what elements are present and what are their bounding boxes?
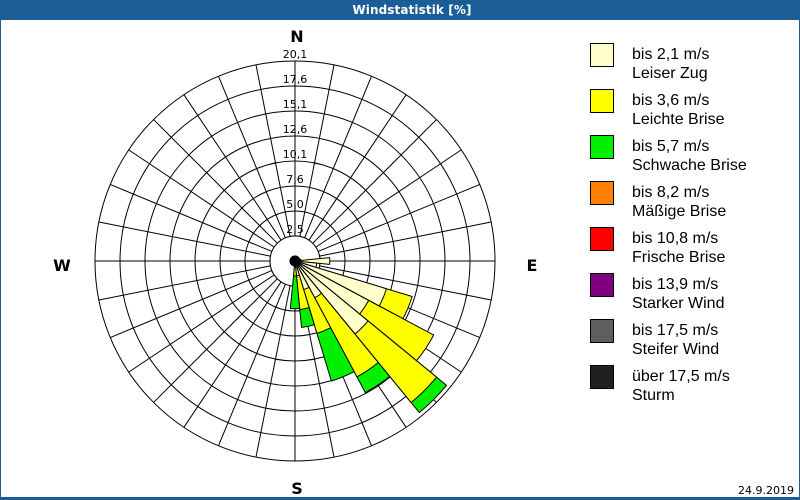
wind-bar-segment (294, 257, 331, 265)
legend-item: bis 8,2 m/s Mäßige Brise (590, 181, 790, 227)
compass-west-label: W (53, 256, 71, 275)
legend-range: bis 10,8 m/s (632, 230, 719, 247)
wind-rose-bars (289, 255, 448, 414)
wind-bar-segment (289, 260, 301, 310)
grid-spoke (153, 119, 278, 244)
legend-item: bis 13,9 m/s Starker Wind (590, 273, 790, 319)
legend-range: über 17,5 m/s (632, 368, 730, 385)
title-bar: Windstatistik [%] (1, 1, 799, 20)
legend-item: bis 10,8 m/s Frische Brise (590, 227, 790, 273)
compass-north-label: N (290, 27, 304, 46)
legend-item: bis 17,5 m/s Steifer Wind (590, 319, 790, 365)
legend-item: über 17,5 m/s Sturm (590, 365, 790, 411)
legend-swatch (590, 319, 614, 343)
wind-bar-segment (293, 255, 296, 262)
grid-spoke (110, 270, 273, 338)
grid-spoke (218, 76, 286, 239)
compass-south-label: S (291, 479, 303, 498)
legend-label: Sturm (632, 387, 675, 404)
grid-spoke (128, 149, 275, 248)
grid-spoke (218, 283, 286, 446)
grid-spoke (255, 64, 291, 237)
legend-label: Mäßige Brise (632, 203, 727, 220)
legend-swatch (590, 365, 614, 389)
radial-tick-label: 7,6 (286, 173, 304, 186)
grid-spoke (183, 281, 282, 428)
wind-bar-segment (293, 260, 297, 277)
grid-spoke (308, 94, 407, 241)
legend-range: bis 2,1 m/s (632, 46, 710, 63)
bottom-border (1, 497, 799, 499)
statistics-date: 24.9.2019 (738, 484, 794, 497)
legend-swatch (590, 273, 614, 297)
legend-swatch (590, 89, 614, 113)
legend-range: bis 17,5 m/s (632, 322, 719, 339)
legend-range: bis 3,6 m/s (632, 92, 710, 109)
radial-tick-label: 17,6 (283, 73, 308, 86)
grid-spoke (98, 221, 271, 257)
grid-spoke (304, 76, 372, 239)
grid-spoke (317, 184, 480, 252)
radial-tick-label: 12,6 (283, 123, 308, 136)
grid-spoke (319, 221, 492, 257)
legend-range: bis 5,7 m/s (632, 138, 710, 155)
legend-swatch (590, 135, 614, 159)
legend-label: Schwache Brise (632, 157, 747, 174)
legend-label: Leichte Brise (632, 111, 725, 128)
radial-tick-labels: 2,5 5,0 7,6 10,1 12,6 15,1 17,6 20,1 (283, 48, 308, 236)
radial-tick-label: 10,1 (283, 148, 308, 161)
compass-east-label: E (526, 256, 538, 275)
radial-tick-label: 20,1 (283, 48, 308, 61)
window-title: Windstatistik [%] (352, 3, 472, 17)
radial-tick-label: 15,1 (283, 98, 308, 111)
radial-tick-label: 5,0 (286, 198, 304, 211)
legend-item: bis 3,6 m/s Leichte Brise (590, 89, 790, 135)
grid-spoke (110, 184, 273, 252)
grid-spoke (255, 285, 291, 458)
legend-swatch (590, 181, 614, 205)
grid-spoke (183, 94, 282, 241)
grid-spoke (312, 119, 437, 244)
legend-swatch (590, 227, 614, 251)
legend-item: bis 2,1 m/s Leiser Zug (590, 43, 790, 89)
grid-spoke (128, 274, 275, 373)
legend-label: Frische Brise (632, 249, 726, 266)
grid-spoke (153, 278, 278, 403)
legend-label: Leiser Zug (632, 65, 708, 82)
legend-label: Steifer Wind (632, 341, 720, 358)
legend-label: Starker Wind (632, 295, 725, 312)
grid-spoke (98, 265, 271, 301)
grid-spoke (315, 149, 462, 248)
radial-tick-label: 2,5 (286, 223, 304, 236)
legend-item: bis 5,7 m/s Schwache Brise (590, 135, 790, 181)
grid-spoke (299, 64, 335, 237)
legend-range: bis 13,9 m/s (632, 276, 719, 293)
grid-spoke (319, 265, 492, 301)
legend-swatch (590, 43, 614, 67)
legend-range: bis 8,2 m/s (632, 184, 710, 201)
